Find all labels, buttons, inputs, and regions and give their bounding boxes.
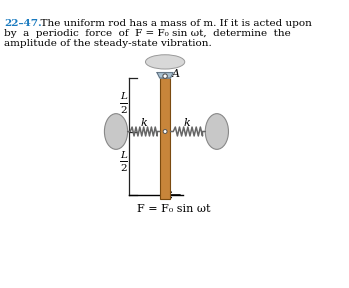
Text: k: k xyxy=(183,118,190,128)
Text: L: L xyxy=(120,92,127,101)
Ellipse shape xyxy=(104,114,128,149)
Text: A: A xyxy=(171,69,179,79)
Text: The uniform rod has a mass of m. If it is acted upon: The uniform rod has a mass of m. If it i… xyxy=(34,19,312,28)
Text: by  a  periodic  force  of  F = F₀ sin ωt,  determine  the: by a periodic force of F = F₀ sin ωt, de… xyxy=(5,29,291,38)
Ellipse shape xyxy=(146,55,185,69)
Circle shape xyxy=(163,74,167,78)
Text: 2: 2 xyxy=(120,106,127,115)
Circle shape xyxy=(163,130,167,133)
Ellipse shape xyxy=(205,114,229,149)
Text: L: L xyxy=(120,151,127,160)
Bar xyxy=(160,78,170,199)
Text: 22–47.: 22–47. xyxy=(5,19,42,28)
Text: 2: 2 xyxy=(120,164,127,173)
Text: F = F₀ sin ωt: F = F₀ sin ωt xyxy=(137,204,211,214)
Text: amplitude of the steady-state vibration.: amplitude of the steady-state vibration. xyxy=(5,39,212,48)
Text: k: k xyxy=(140,118,147,128)
Polygon shape xyxy=(157,73,173,78)
